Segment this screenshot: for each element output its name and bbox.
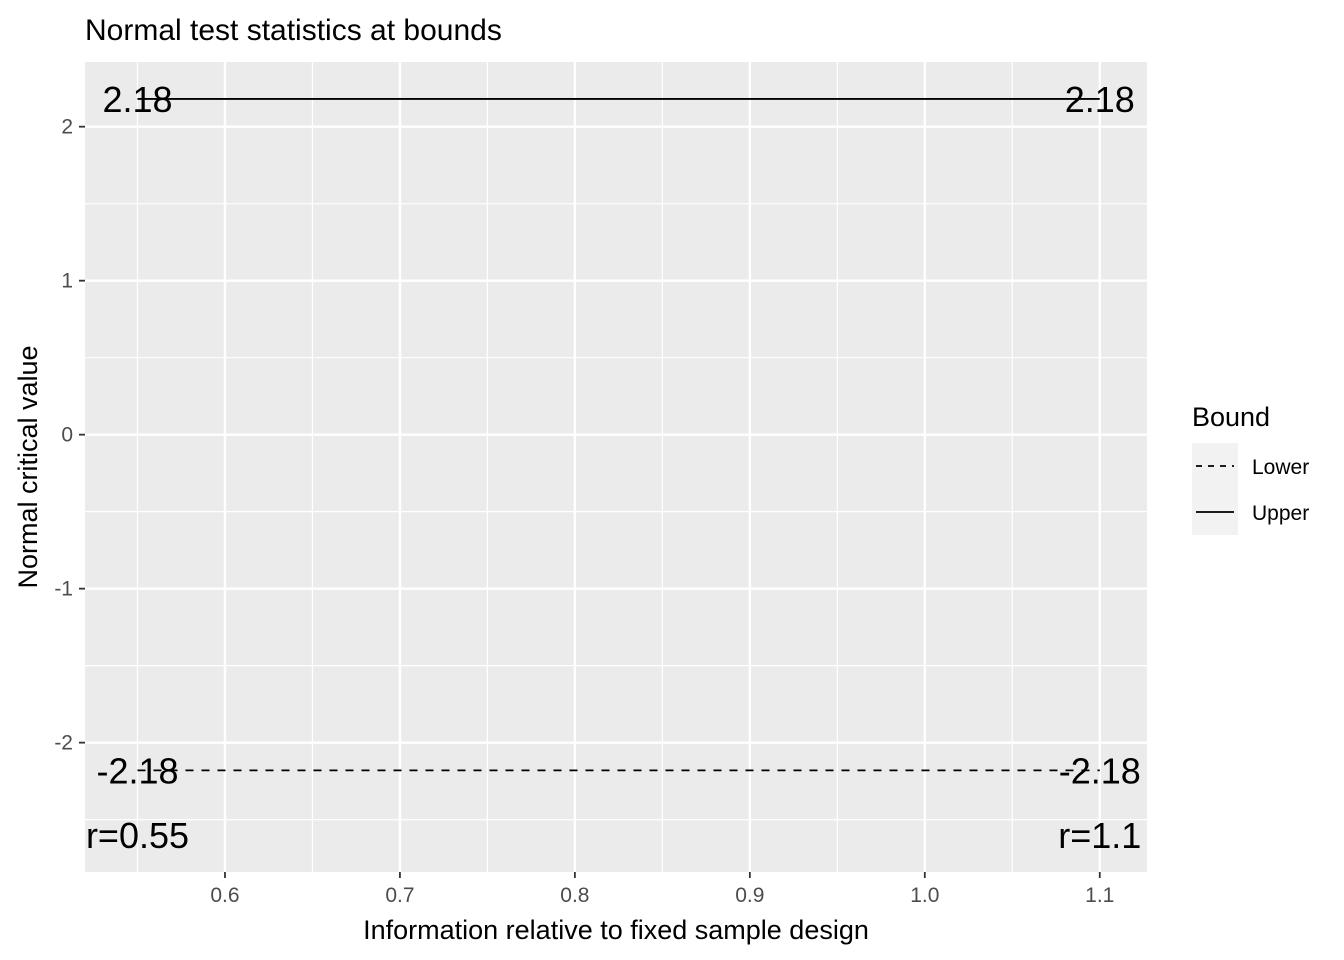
x-tick-label: 1.1 <box>1085 884 1114 907</box>
legend-key-background <box>1192 443 1238 535</box>
x-tick-label: 0.8 <box>560 884 589 907</box>
legend-label-upper: Upper <box>1252 502 1309 525</box>
data-label: -2.18 <box>96 750 178 791</box>
legend: Bound Lower Upper <box>1192 402 1309 535</box>
grid-major <box>85 62 1147 872</box>
data-label: -2.18 <box>1059 750 1141 791</box>
legend-label-lower: Lower <box>1252 456 1309 479</box>
data-label: r=1.1 <box>1058 815 1141 856</box>
x-tick-label: 0.9 <box>735 884 764 907</box>
y-axis-title: Normal critical value <box>13 345 43 588</box>
legend-entries: Lower Upper <box>1196 456 1309 525</box>
x-tick-label: 0.6 <box>210 884 239 907</box>
data-label: r=0.55 <box>86 815 189 856</box>
x-axis: 0.6 0.7 0.8 0.9 1.0 1.1 <box>210 872 1114 907</box>
x-tick-label: 1.0 <box>910 884 939 907</box>
annotation-layer: 2.18 2.18 -2.18 -2.18 r=0.55 r=1.1 <box>86 79 1141 856</box>
y-tick-label: 1 <box>61 270 73 293</box>
y-tick-label: -1 <box>54 578 73 601</box>
plot-panel <box>85 62 1147 872</box>
y-tick-label: -2 <box>54 732 73 755</box>
data-label: 2.18 <box>1065 79 1135 120</box>
series-layer <box>137 98 1100 772</box>
legend-title: Bound <box>1192 402 1270 432</box>
y-axis: -2 -1 0 1 2 <box>54 116 85 755</box>
x-tick-label: 0.7 <box>385 884 414 907</box>
data-label: 2.18 <box>102 79 172 120</box>
y-tick-label: 0 <box>61 424 73 447</box>
y-tick-label: 2 <box>61 116 73 139</box>
x-axis-title: Information relative to fixed sample des… <box>363 915 869 945</box>
chart-title: Normal test statistics at bounds <box>85 14 502 47</box>
grid-minor <box>85 62 1147 872</box>
